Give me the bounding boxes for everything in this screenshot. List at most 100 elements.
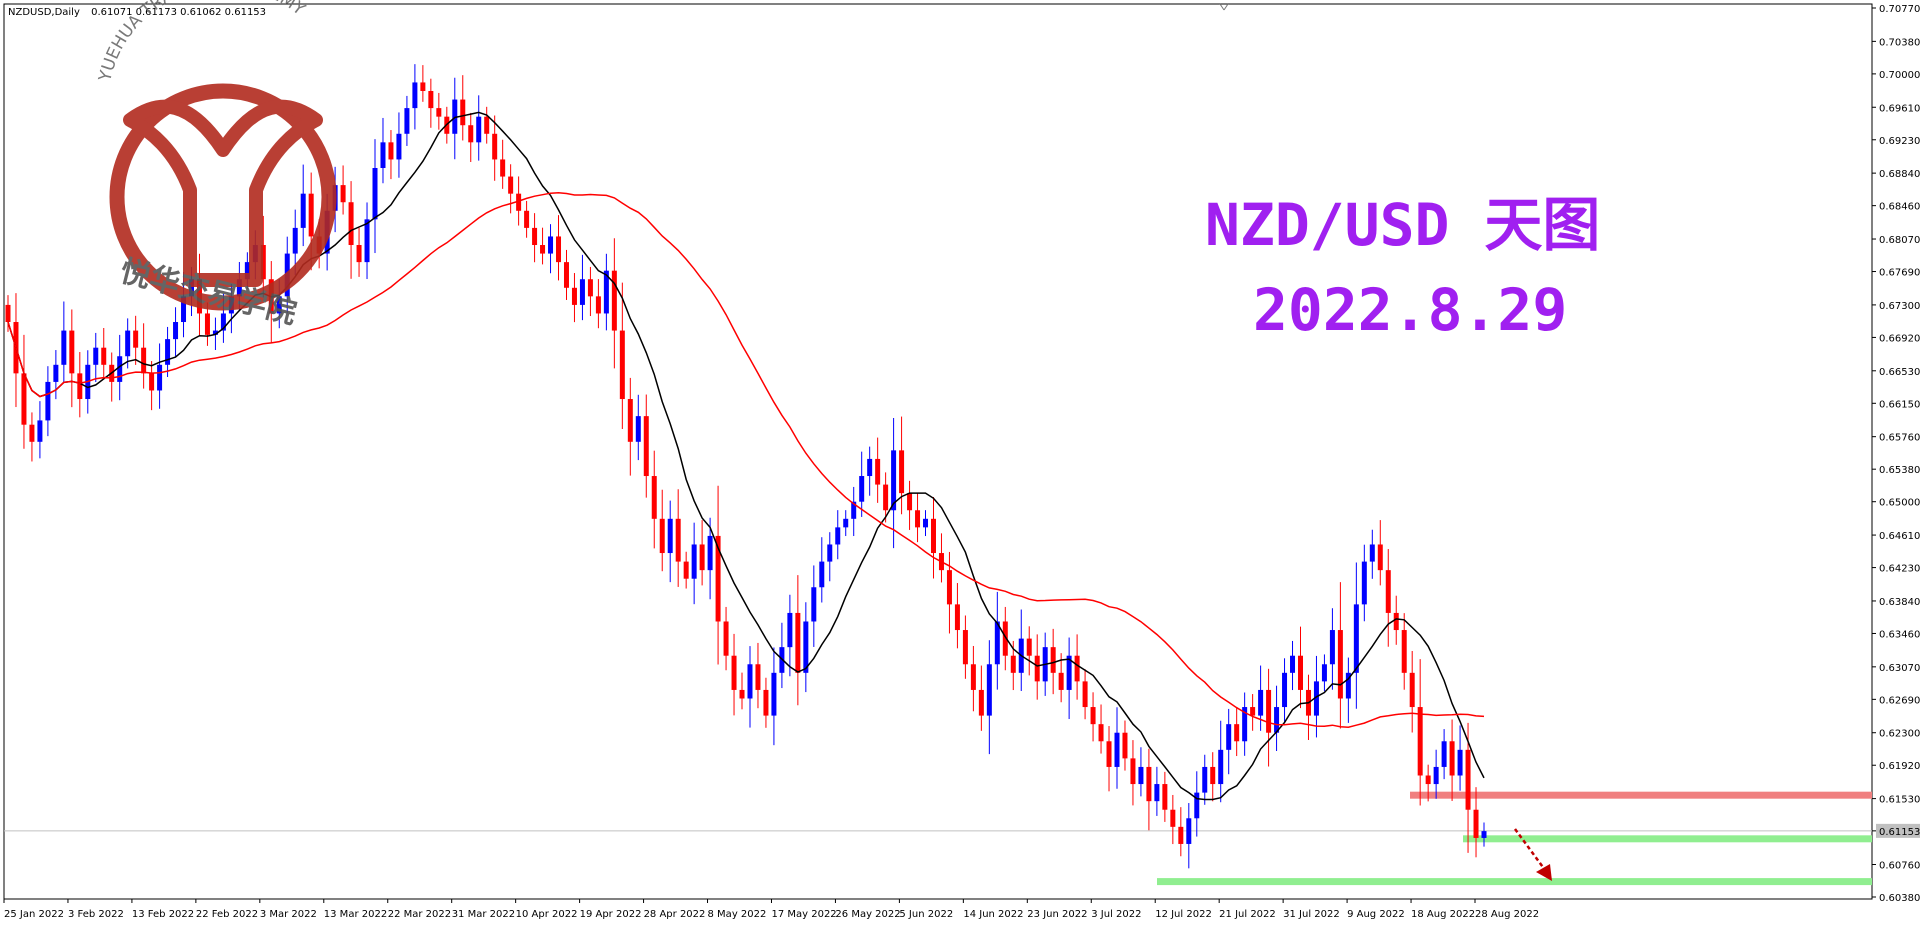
candle <box>595 279 601 329</box>
shift-marker[interactable] <box>1219 3 1225 11</box>
candle <box>1090 692 1096 742</box>
x-tick-label: 5 Jun 2022 <box>899 909 953 920</box>
candle <box>1481 822 1487 847</box>
candle <box>1369 529 1375 579</box>
candle <box>1449 719 1455 801</box>
candle <box>1290 640 1296 691</box>
candle <box>1473 787 1479 858</box>
y-tick-label: 0.63070 <box>1879 663 1920 674</box>
candle <box>380 117 386 184</box>
candle <box>173 307 179 357</box>
candle <box>875 437 881 503</box>
candle <box>651 450 657 549</box>
candle <box>579 254 585 321</box>
candle <box>755 642 761 709</box>
x-tick-label: 12 Jul 2022 <box>1155 909 1212 920</box>
candle <box>29 412 35 462</box>
y-tick-label: 0.60380 <box>1879 893 1920 904</box>
candle <box>540 227 546 265</box>
x-tick-label: 18 Aug 2022 <box>1411 909 1475 920</box>
candle <box>915 493 921 543</box>
candle <box>1242 692 1248 756</box>
y-tick-label: 0.65760 <box>1879 433 1920 444</box>
candle <box>61 301 67 383</box>
candle <box>1154 766 1160 816</box>
x-tick-label: 25 Jan 2022 <box>4 909 64 920</box>
candle <box>1098 704 1104 754</box>
candle <box>1178 807 1184 857</box>
candle <box>204 302 210 346</box>
candle <box>420 65 426 102</box>
candle <box>891 417 897 549</box>
y-tick-label: 0.62690 <box>1879 695 1920 706</box>
candle <box>21 334 27 449</box>
x-tick-label: 26 May 2022 <box>835 909 900 920</box>
candle <box>1377 520 1383 586</box>
y-tick-label: 0.68840 <box>1879 169 1920 180</box>
plot-frame <box>3 3 1873 900</box>
candle <box>1202 754 1208 805</box>
y-tick-label: 0.64610 <box>1879 531 1920 542</box>
candle <box>484 106 490 144</box>
x-tick-label: 22 Mar 2022 <box>388 909 451 920</box>
y-tick-label: 0.61530 <box>1879 795 1920 806</box>
candle <box>1345 657 1351 723</box>
current-price-tag <box>1876 823 1920 838</box>
candle <box>69 309 75 408</box>
candle <box>428 78 434 128</box>
candle <box>1457 725 1463 791</box>
candle <box>683 551 689 589</box>
x-tick-label: 3 Jul 2022 <box>1091 909 1141 920</box>
candle <box>803 602 809 693</box>
x-tick-label: 13 Feb 2022 <box>132 909 194 920</box>
candle <box>1146 748 1152 831</box>
candle <box>532 213 538 263</box>
candle <box>1226 708 1232 775</box>
candle <box>1274 685 1280 752</box>
candle <box>851 486 857 537</box>
x-tick-label: 3 Mar 2022 <box>260 909 317 920</box>
candle <box>508 164 514 214</box>
candle <box>468 112 474 163</box>
candle <box>747 646 753 728</box>
candle <box>1218 720 1224 803</box>
symbol-label: NZDUSD,Daily <box>8 7 80 18</box>
candle <box>691 522 697 605</box>
x-tick-label: 22 Feb 2022 <box>196 909 258 920</box>
candle <box>77 352 83 418</box>
candle <box>1170 794 1176 845</box>
y-tick-label: 0.67300 <box>1879 301 1920 312</box>
candle <box>1066 637 1072 720</box>
candle <box>556 215 562 281</box>
candle <box>1002 606 1008 671</box>
candle <box>571 273 577 323</box>
candle <box>994 591 1000 690</box>
x-axis: 25 Jan 2022 3 Feb 2022 13 Feb 2022 22 Feb 2… <box>3 899 1539 920</box>
candle <box>1058 653 1064 703</box>
candle <box>930 496 936 579</box>
resistance-zone <box>1410 791 1872 799</box>
x-tick-label: 28 Aug 2022 <box>1475 909 1539 920</box>
candle <box>1250 694 1256 731</box>
candle <box>1130 740 1136 806</box>
candle <box>141 323 147 389</box>
candle <box>125 318 131 369</box>
x-tick-label: 9 Aug 2022 <box>1347 909 1405 920</box>
candle <box>1282 658 1288 722</box>
candle <box>731 633 737 716</box>
y-tick-label: 0.68460 <box>1879 202 1920 213</box>
ohlc-readout: 0.61071 0.61173 0.61062 0.61153 <box>91 7 266 18</box>
candle <box>867 446 873 496</box>
x-tick-label: 13 Mar 2022 <box>324 909 387 920</box>
y-tick-label: 0.60760 <box>1879 860 1920 871</box>
candle <box>45 366 51 437</box>
candle <box>157 343 163 409</box>
candle <box>715 485 721 665</box>
candle <box>372 139 378 254</box>
candle <box>356 227 362 277</box>
candle <box>739 672 745 710</box>
candle <box>978 665 984 731</box>
candle <box>1385 549 1391 647</box>
y-tick-label: 0.69610 <box>1879 103 1920 114</box>
